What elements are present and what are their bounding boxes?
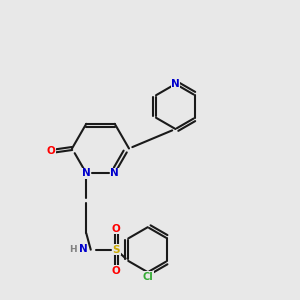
Text: Cl: Cl xyxy=(142,272,153,282)
Text: N: N xyxy=(110,168,119,178)
Text: S: S xyxy=(112,245,120,255)
Text: N: N xyxy=(171,79,180,89)
Text: O: O xyxy=(112,266,121,276)
Text: H: H xyxy=(70,244,77,253)
Text: N: N xyxy=(82,168,91,178)
Text: N: N xyxy=(79,244,88,254)
Text: O: O xyxy=(46,146,56,157)
Text: O: O xyxy=(112,224,121,234)
